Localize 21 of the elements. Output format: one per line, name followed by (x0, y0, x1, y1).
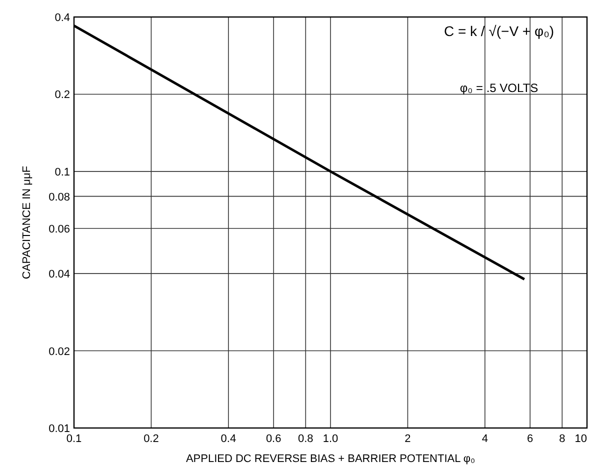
x-tick-label: 0.6 (266, 433, 282, 445)
y-tick-label: 0.06 (48, 223, 70, 236)
x-axis-title: APPLIED DC REVERSE BIAS + BARRIER POTENTIAL φ₀ (186, 453, 476, 465)
x-tick-label: 1.0 (322, 433, 338, 445)
y-tick-label: 0.1 (54, 166, 70, 178)
x-tick-label: 0.8 (298, 433, 314, 445)
y-tick-label: 0.08 (48, 191, 70, 204)
x-tick-label: 4 (482, 433, 488, 445)
y-tick-label: 0.01 (48, 423, 70, 435)
y-axis-title: CAPACITANCE IN μμF (21, 166, 33, 280)
x-tick-label: 0.2 (144, 433, 159, 445)
x-tick-label: 8 (559, 433, 566, 445)
x-tick-label: 0.4 (220, 433, 236, 445)
y-tick-label: 0.2 (54, 89, 70, 102)
x-tick-label: 10 (574, 433, 587, 445)
y-tick-label: 0.04 (48, 268, 70, 281)
x-tick-label: 0.1 (66, 433, 82, 445)
y-tick-label: 0.02 (48, 346, 70, 358)
x-tick-label: 2 (404, 433, 411, 445)
x-tick-label: 6 (527, 433, 534, 445)
y-tick-label: 0.4 (54, 12, 70, 24)
